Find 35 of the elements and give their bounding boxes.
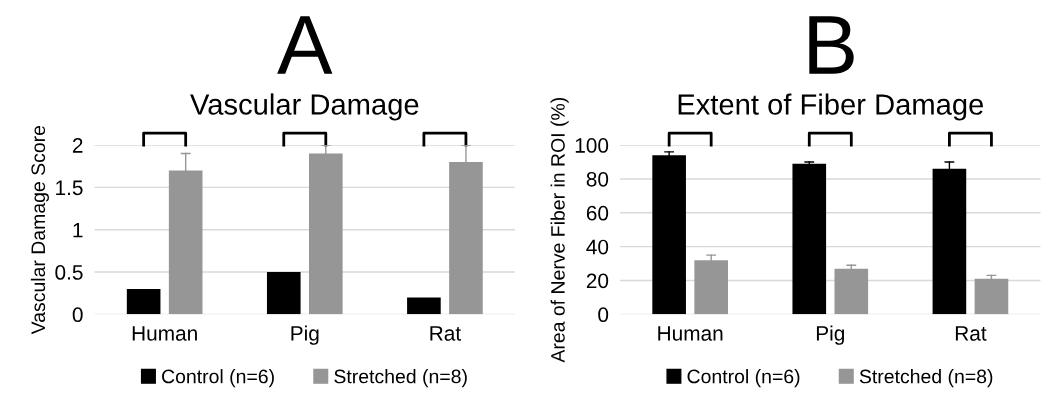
x-tick-label: Pig <box>291 325 319 345</box>
bar <box>792 163 827 315</box>
bar <box>694 260 728 315</box>
bar <box>834 268 869 315</box>
y-tick-label: 0 <box>72 307 83 323</box>
y-tick-label: 60 <box>586 205 609 221</box>
text: A <box>277 16 333 74</box>
bar <box>126 288 161 315</box>
legend-label: Control (n=6) <box>162 369 274 388</box>
y-axis-title: Area of Nerve Fiber in ROI (%) <box>550 98 569 363</box>
y-tick-label: 0 <box>598 307 609 323</box>
x-tick-label: Rat <box>430 326 461 341</box>
y-tick-label: 0.5 <box>55 265 83 280</box>
chart-title: Vascular Damage <box>190 93 419 121</box>
y-tick-label: 80 <box>586 171 609 187</box>
bar <box>407 297 441 315</box>
x-tick-label: Rat <box>955 326 987 341</box>
y-tick-label: 1.5 <box>56 180 83 196</box>
x-tick-label: Pig <box>816 325 844 345</box>
bar <box>652 155 686 315</box>
y-tick-label: 20 <box>586 273 609 289</box>
y-tick-label: 40 <box>586 239 609 255</box>
y-axis-title: Vascular Damage Score <box>30 125 49 335</box>
bar <box>266 272 301 315</box>
y-tick-label: 2 <box>72 138 83 153</box>
chart-title: Extent of Fiber Damage <box>678 93 984 121</box>
x-tick-label: Human <box>658 326 723 341</box>
legend-label: Control (n=6) <box>687 369 800 388</box>
legend-label: Stretched (n=8) <box>859 369 993 388</box>
text: B <box>809 16 854 74</box>
y-tick-label: 100 <box>575 138 609 153</box>
bar <box>974 278 1009 315</box>
y-tick-label: 1 <box>73 222 83 238</box>
x-tick-label: Human <box>132 326 197 341</box>
legend-label: Stretched (n=8) <box>334 369 467 388</box>
